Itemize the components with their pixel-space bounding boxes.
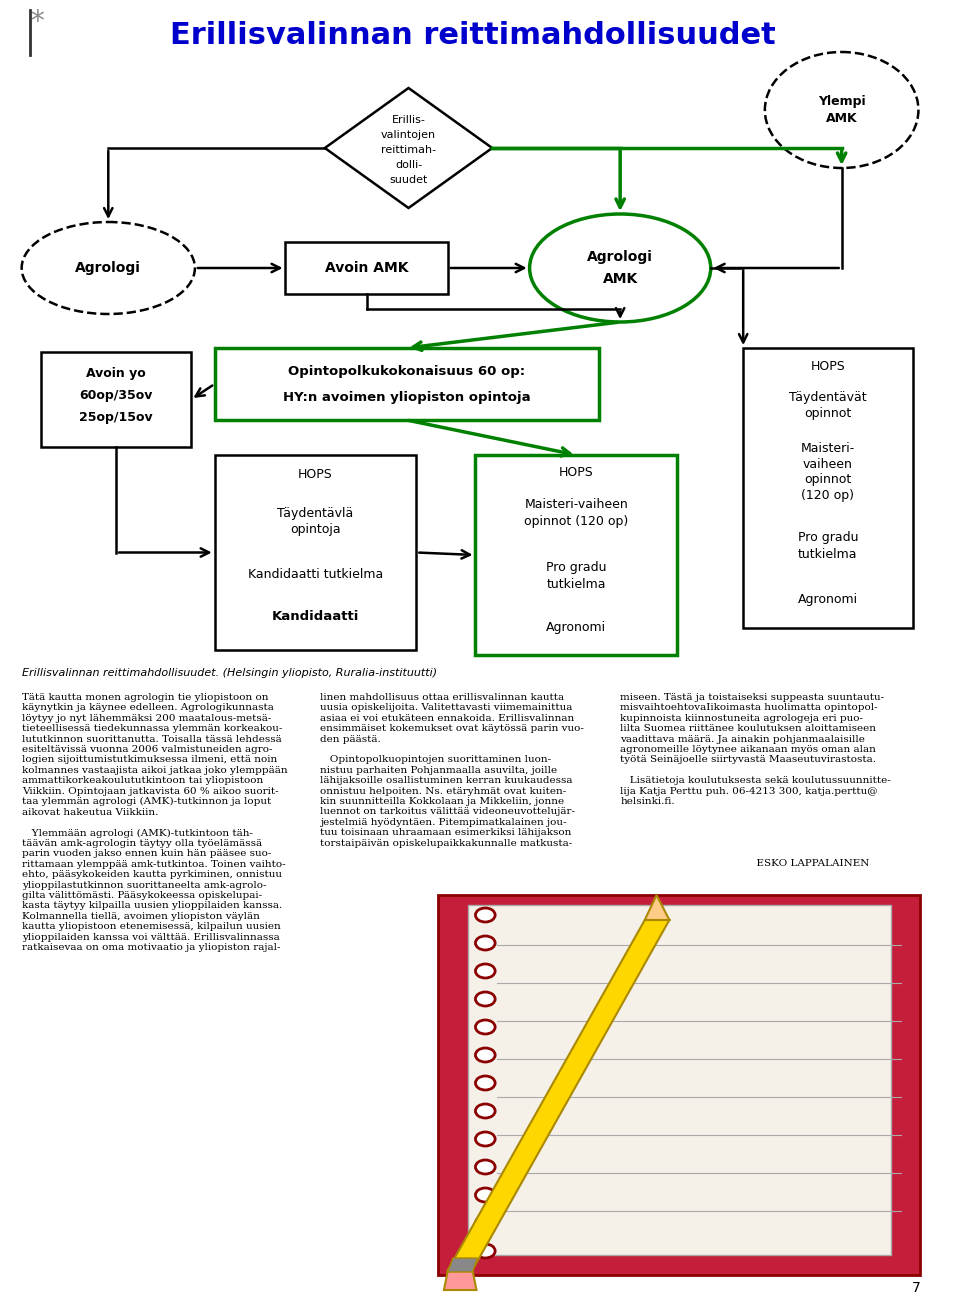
Text: Avoin yo: Avoin yo	[86, 368, 146, 381]
Ellipse shape	[475, 1049, 495, 1062]
Polygon shape	[444, 1271, 476, 1290]
Text: Erillisvalinnan reittimahdollisuudet. (Helsingin yliopisto, Ruralia-instituutti): Erillisvalinnan reittimahdollisuudet. (H…	[22, 668, 437, 678]
Text: Maisteri-vaiheen: Maisteri-vaiheen	[524, 498, 628, 511]
Text: (120 op): (120 op)	[802, 490, 854, 502]
FancyBboxPatch shape	[468, 905, 891, 1255]
Text: reittimah-: reittimah-	[381, 145, 436, 155]
Text: Erillis-: Erillis-	[392, 116, 425, 125]
Ellipse shape	[22, 222, 195, 314]
Ellipse shape	[765, 53, 919, 168]
Ellipse shape	[475, 1076, 495, 1091]
FancyBboxPatch shape	[438, 895, 921, 1275]
Text: Agrologi: Agrologi	[588, 250, 653, 264]
FancyBboxPatch shape	[41, 352, 191, 447]
Ellipse shape	[475, 908, 495, 922]
Text: 25op/15ov: 25op/15ov	[80, 411, 153, 424]
Text: suudet: suudet	[390, 175, 428, 185]
FancyBboxPatch shape	[285, 242, 448, 294]
Text: Erillisvalinnan reittimahdollisuudet: Erillisvalinnan reittimahdollisuudet	[170, 21, 776, 50]
Polygon shape	[645, 895, 669, 920]
Text: HOPS: HOPS	[559, 466, 593, 480]
Text: linen mahdollisuus ottaa erillisvalinnan kautta
uusia opiskelijoita. Valitettava: linen mahdollisuus ottaa erillisvalinnan…	[320, 692, 584, 848]
Polygon shape	[448, 920, 669, 1271]
Text: Maisteri-: Maisteri-	[801, 442, 855, 455]
Text: HY:n avoimen yliopiston opintoja: HY:n avoimen yliopiston opintoja	[283, 392, 530, 405]
Text: Ylempi: Ylempi	[818, 95, 866, 108]
Text: opintoja: opintoja	[290, 523, 341, 536]
Text: Täydentävät: Täydentävät	[789, 392, 867, 405]
Text: tutkielma: tutkielma	[546, 577, 606, 590]
FancyBboxPatch shape	[215, 455, 417, 650]
Text: HOPS: HOPS	[299, 469, 333, 481]
Text: Kandidaatti tutkielma: Kandidaatti tutkielma	[248, 569, 383, 582]
Text: 60op/35ov: 60op/35ov	[80, 389, 153, 402]
Text: Kandidaatti: Kandidaatti	[272, 611, 359, 624]
Text: opinnot (120 op): opinnot (120 op)	[524, 515, 629, 528]
Text: Avoin AMK: Avoin AMK	[324, 261, 408, 275]
Text: miseen. Tästä ja toistaiseksi suppeasta suuntautu-
misvaihtoehtovaIikoimasta huo: miseen. Tästä ja toistaiseksi suppeasta …	[620, 692, 891, 869]
Ellipse shape	[475, 1215, 495, 1230]
Text: valintojen: valintojen	[381, 130, 436, 141]
Text: Pro gradu: Pro gradu	[546, 561, 607, 573]
FancyBboxPatch shape	[743, 348, 913, 628]
Ellipse shape	[475, 1131, 495, 1146]
FancyBboxPatch shape	[475, 455, 677, 654]
Ellipse shape	[475, 936, 495, 950]
Text: Agronomi: Agronomi	[546, 620, 607, 633]
Ellipse shape	[475, 1188, 495, 1202]
FancyBboxPatch shape	[215, 348, 598, 420]
Ellipse shape	[530, 214, 710, 322]
Text: opinnot: opinnot	[804, 407, 852, 420]
Text: Tätä kautta monen agrologin tie yliopistoon on
käynytkin ja käynee edelleen. Agr: Tätä kautta monen agrologin tie yliopist…	[22, 692, 287, 951]
Ellipse shape	[475, 1160, 495, 1173]
Text: AMK: AMK	[826, 113, 857, 126]
Ellipse shape	[475, 964, 495, 978]
Text: 7: 7	[912, 1281, 921, 1296]
Text: vaiheen: vaiheen	[803, 457, 852, 470]
Text: HOPS: HOPS	[810, 360, 845, 372]
Text: Agrologi: Agrologi	[75, 261, 141, 275]
Polygon shape	[324, 88, 492, 208]
Ellipse shape	[475, 1020, 495, 1034]
Text: Agronomi: Agronomi	[798, 594, 858, 607]
Text: Täydentävlä: Täydentävlä	[277, 506, 353, 519]
Text: opinnot: opinnot	[804, 473, 852, 486]
Text: Opintopolkukokonaisuus 60 op:: Opintopolkukokonaisuus 60 op:	[288, 365, 525, 378]
Text: tutkielma: tutkielma	[798, 548, 857, 561]
Ellipse shape	[475, 992, 495, 1007]
Text: *: *	[31, 8, 44, 35]
Text: AMK: AMK	[603, 272, 637, 286]
Text: Pro gradu: Pro gradu	[798, 531, 858, 544]
Text: dolli-: dolli-	[395, 160, 422, 170]
Ellipse shape	[475, 1104, 495, 1118]
Polygon shape	[448, 1257, 477, 1272]
Ellipse shape	[475, 1244, 495, 1257]
